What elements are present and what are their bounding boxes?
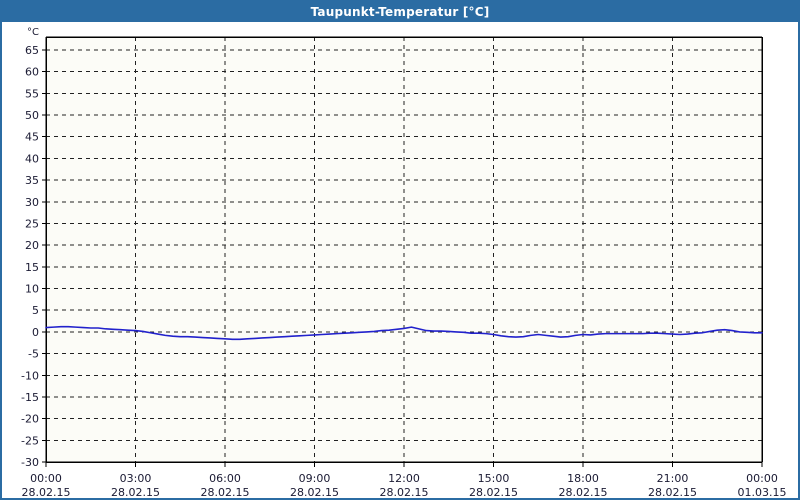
x-tick-date-label: 28.02.15 (201, 486, 250, 498)
y-tick-label: 50 (25, 109, 39, 122)
x-tick-time-label: 15:00 (478, 472, 510, 485)
y-axis-unit-label-text: °C (27, 27, 39, 38)
y-tick-label: -15 (21, 391, 39, 404)
y-tick-label: -25 (21, 434, 39, 447)
x-tick-date-label: 28.02.15 (380, 486, 429, 498)
line-chart-svg[interactable]: 65605550454035302520151050-5-10-15-20-25… (2, 22, 798, 498)
x-tick-date-label: 28.02.15 (290, 486, 339, 498)
y-tick-label: 10 (25, 283, 39, 296)
y-axis-unit-label: °C (27, 27, 39, 38)
y-tick-label: 25 (25, 217, 39, 230)
series-line-taupunkt-temperatur (45, 325, 763, 341)
y-tick-label: 5 (32, 304, 39, 317)
x-tick-date-label: 28.02.15 (559, 486, 608, 498)
x-tick-date-label: 28.02.15 (469, 486, 518, 498)
x-tick-time-label: 21:00 (657, 472, 689, 485)
x-tick-time-label: 00:00 (30, 472, 62, 485)
x-tick-time-label: 00:00 (746, 472, 778, 485)
data-series-lines (45, 325, 763, 341)
vertical-gridlines (135, 37, 673, 462)
window-title: Taupunkt-Temperatur [°C] (2, 2, 798, 22)
x-tick-time-label: 12:00 (388, 472, 420, 485)
y-tick-label: 60 (25, 66, 39, 79)
y-tick-label: 65 (25, 44, 39, 57)
y-tick-label: -5 (28, 348, 39, 361)
y-tick-label: 55 (25, 87, 39, 100)
x-tick-time-label: 18:00 (567, 472, 599, 485)
plot-axes (45, 36, 763, 463)
x-axis-tick-labels: 00:0028.02.1503:0028.02.1506:0028.02.150… (22, 472, 787, 498)
chart-plot-area: 65 60 55 50 45 40 35 30 25 20 15 10 5 0 -5 -10 -15 -20 -25… (2, 22, 798, 498)
y-tick-label: -20 (21, 413, 39, 426)
y-tick-label: 15 (25, 261, 39, 274)
y-tick-label: 35 (25, 174, 39, 187)
y-tick-label: -10 (21, 369, 39, 382)
y-tick-label: -30 (21, 456, 39, 469)
x-tick-date-label: 28.02.15 (111, 486, 160, 498)
x-tick-date-label: 28.02.15 (22, 486, 71, 498)
x-tick-time-label: 06:00 (209, 472, 241, 485)
x-tick-time-label: 03:00 (120, 472, 152, 485)
y-tick-label: 20 (25, 239, 39, 252)
x-tick-date-label: 28.02.15 (648, 486, 697, 498)
y-axis-tick-labels: 65605550454035302520151050-5-10-15-20-25… (21, 44, 39, 469)
x-tick-date-label: 01.03.15 (738, 486, 787, 498)
y-tick-label: 40 (25, 152, 39, 165)
y-tick-label: 45 (25, 131, 39, 144)
y-tick-label: 30 (25, 196, 39, 209)
y-tick-label: 0 (32, 326, 39, 339)
x-tick-time-label: 09:00 (299, 472, 331, 485)
